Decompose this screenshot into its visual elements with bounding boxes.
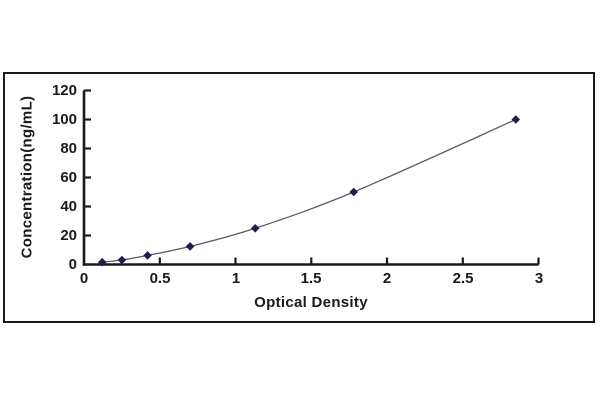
x-tick-label-1: 1 xyxy=(231,270,241,287)
data-point-marker xyxy=(250,224,260,233)
chart-border-frame xyxy=(3,72,595,323)
data-point-marker xyxy=(117,255,127,265)
data-point-marker xyxy=(349,187,358,197)
x-axis-title: Optical Density xyxy=(254,294,368,311)
y-tick-label-80: 80 xyxy=(60,140,77,157)
y-tick-label-100: 100 xyxy=(51,111,77,128)
x-tick-label-0.5: 0.5 xyxy=(149,270,171,287)
y-axis-title: Concentration(ng/mL) xyxy=(18,95,36,259)
y-tick-label-60: 60 xyxy=(60,169,77,186)
standard-curve-line xyxy=(102,118,517,263)
data-point-marker xyxy=(185,242,195,251)
x-tick-label-2.5: 2.5 xyxy=(452,270,474,287)
y-tick-label-0: 0 xyxy=(68,256,77,273)
data-point-marker xyxy=(97,257,107,267)
x-tick-label-1.5: 1.5 xyxy=(300,270,322,287)
x-tick-label-2: 2 xyxy=(382,270,392,287)
y-tick-label-40: 40 xyxy=(60,198,77,215)
y-tick-label-120: 120 xyxy=(51,82,77,99)
data-point-marker xyxy=(511,115,521,124)
x-tick-label-0: 0 xyxy=(79,270,89,287)
data-point-marker xyxy=(143,251,152,260)
y-tick-label-20: 20 xyxy=(60,227,77,244)
x-tick-label-3: 3 xyxy=(534,270,544,287)
